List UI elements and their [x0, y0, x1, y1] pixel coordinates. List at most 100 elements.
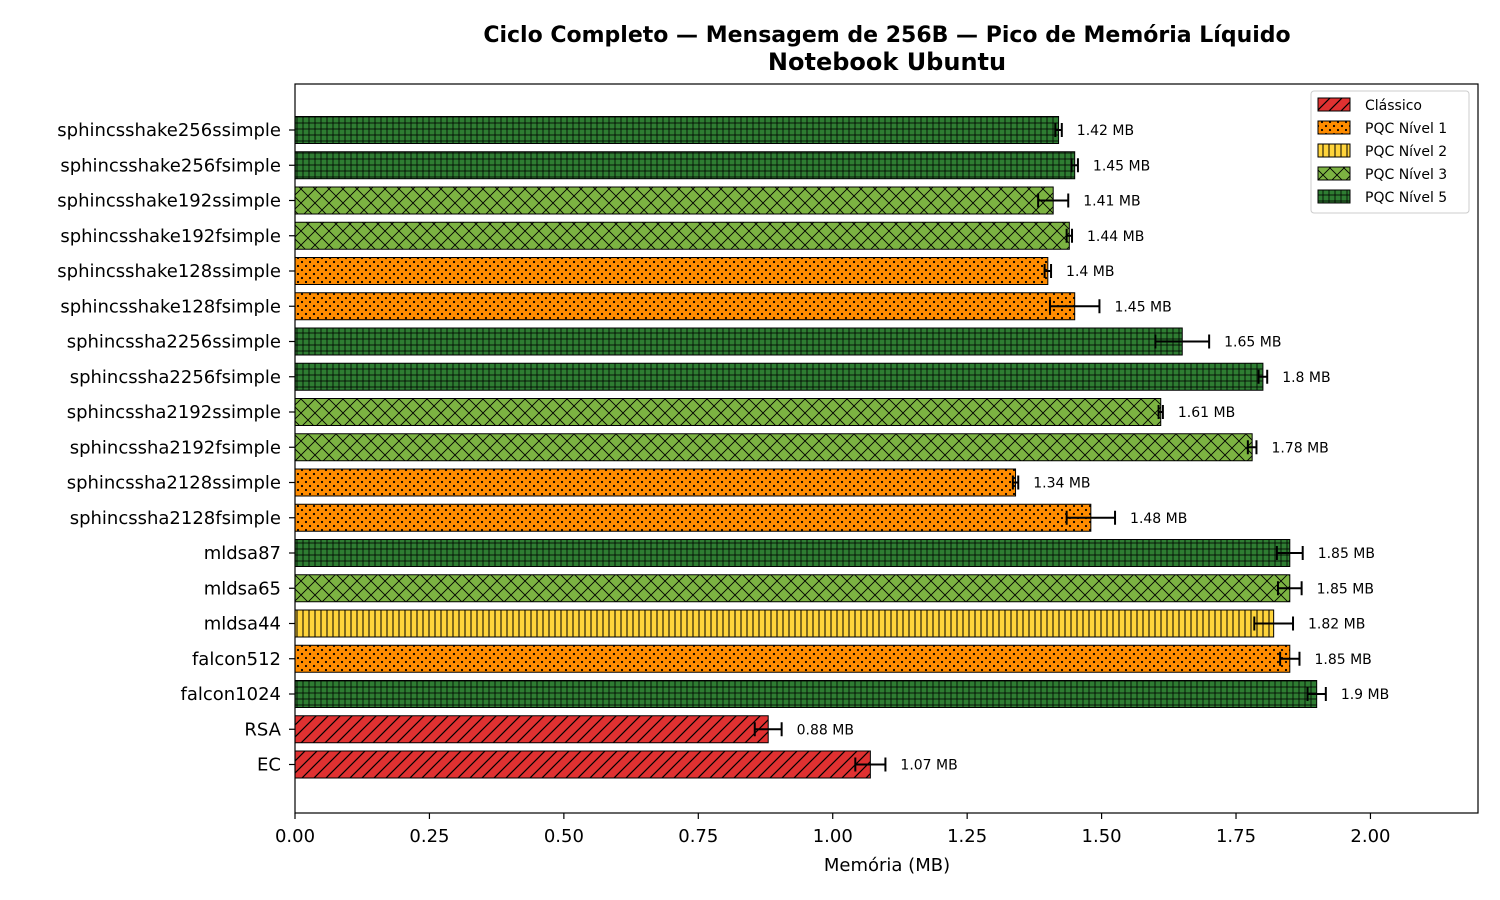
legend-swatch-hatch — [1317, 97, 1351, 112]
bar-hatch — [294, 327, 1183, 356]
error-bar — [1054, 123, 1063, 137]
error-bar — [1011, 475, 1020, 490]
legend-label: PQC Nível 5 — [1365, 190, 1447, 206]
value-label: 1.45 MB — [1114, 299, 1171, 315]
bar-hatch — [294, 292, 1076, 321]
value-label: 1.85 MB — [1314, 652, 1371, 668]
y-tick-label: sphincsshake192ssimple — [57, 191, 281, 212]
plot-frame — [294, 83, 1479, 814]
y-tick-label: sphincsshake128ssimple — [57, 261, 281, 282]
bar-EC: 1.07 MB — [294, 750, 958, 779]
bar-hatch — [294, 644, 1291, 673]
value-label: 1.44 MB — [1087, 229, 1144, 245]
x-tick-label: 1.25 — [947, 826, 987, 847]
bar-hatch — [294, 539, 1291, 567]
x-tick-label: 1.00 — [813, 826, 853, 847]
y-tick-label: sphincssha2192ssimple — [67, 402, 281, 423]
legend-swatch-hatch — [1317, 189, 1351, 204]
error-bar — [1154, 334, 1211, 349]
y-tick-label: mldsa65 — [204, 578, 281, 599]
error-bar — [1276, 581, 1303, 596]
y-tick-label: sphincsshake256ssimple — [57, 120, 281, 141]
error-bar — [1037, 193, 1070, 208]
legend-swatch-hatch — [1317, 120, 1351, 135]
legend-swatch-hatch — [1317, 143, 1351, 158]
bar-hatch — [294, 433, 1253, 462]
value-label: 1.45 MB — [1093, 158, 1150, 174]
legend-label: Clássico — [1365, 98, 1422, 114]
bar-hatch — [294, 574, 1291, 603]
y-tick-label: falcon1024 — [181, 684, 282, 705]
value-label: 1.42 MB — [1077, 123, 1134, 139]
bar-hatch — [294, 221, 1070, 250]
bar-mldsa44: 1.82 MB — [294, 609, 1365, 638]
x-tick-label: 1.75 — [1216, 826, 1256, 847]
value-label: 1.8 MB — [1282, 370, 1330, 386]
bar-mldsa65: 1.85 MB — [294, 574, 1374, 603]
bar-falcon1024: 1.9 MB — [294, 680, 1389, 708]
legend: Clássico PQC Nível 1 PQC Nível 2 PQC Nível … — [1310, 90, 1470, 214]
y-tick-label: sphincsshake256fsimple — [60, 155, 281, 176]
error-bar — [1279, 651, 1301, 666]
value-label: 1.41 MB — [1083, 194, 1140, 210]
error-bar — [854, 757, 887, 772]
error-bar — [1275, 546, 1304, 560]
bar-sphincssha2128fsimple: 1.48 MB — [294, 503, 1187, 532]
bar-hatch — [294, 680, 1318, 708]
value-label: 1.85 MB — [1317, 581, 1374, 597]
value-label: 1.07 MB — [900, 758, 957, 774]
value-label: 1.9 MB — [1341, 687, 1389, 703]
legend-item-n1: PQC Nível 1 — [1317, 120, 1447, 137]
legend-label: PQC Nível 3 — [1365, 167, 1447, 183]
bar-hatch — [294, 151, 1076, 180]
bar-hatch — [294, 362, 1264, 391]
error-bar — [1253, 616, 1295, 631]
y-axis: sphincsshake256ssimple sphincsshake256fsi… — [57, 120, 295, 776]
legend-swatch-hatch — [1317, 166, 1351, 181]
bar-hatch — [294, 398, 1162, 426]
x-tick-label: 0.25 — [409, 826, 449, 847]
error-bar — [1065, 228, 1074, 243]
bar-sphincsshake128ssimple: 1.4 MB — [294, 257, 1114, 285]
y-tick-label: falcon512 — [192, 649, 281, 670]
bar-hatch — [294, 116, 1060, 144]
value-label: 1.61 MB — [1178, 405, 1235, 421]
value-label: 1.65 MB — [1224, 335, 1281, 351]
y-tick-label: sphincssha2192fsimple — [70, 437, 281, 458]
bar-sphincsshake256fsimple: 1.45 MB — [294, 151, 1150, 180]
error-bar — [1257, 369, 1269, 384]
x-tick-label: 1.50 — [1082, 826, 1122, 847]
bar-sphincssha2192fsimple: 1.78 MB — [294, 433, 1329, 462]
y-tick-label: sphincssha2128ssimple — [67, 473, 281, 494]
bar-hatch — [294, 468, 1017, 497]
value-label: 1.34 MB — [1033, 476, 1090, 492]
bar-sphincssha2256fsimple: 1.8 MB — [294, 362, 1331, 391]
error-bar — [1306, 687, 1327, 701]
bar-falcon512: 1.85 MB — [294, 644, 1372, 673]
bar-hatch — [294, 609, 1275, 638]
legend-item-n3: PQC Nível 3 — [1317, 166, 1447, 183]
bar-hatch — [294, 503, 1092, 532]
value-label: 1.4 MB — [1066, 264, 1114, 280]
bars-layer: 1.42 MB 1.45 MB 1.41 MB 1.44 MB 1.4 MB 1.45 M… — [294, 116, 1389, 779]
bar-sphincssha2192ssimple: 1.61 MB — [294, 398, 1235, 426]
x-tick-label: 0.50 — [544, 826, 584, 847]
bar-sphincssha2128ssimple: 1.34 MB — [294, 468, 1091, 497]
legend-item-n5: PQC Nível 5 — [1317, 189, 1447, 206]
value-label: 1.48 MB — [1130, 511, 1187, 527]
bar-sphincsshake256ssimple: 1.42 MB — [294, 116, 1134, 144]
bar-sphincsshake192fsimple: 1.44 MB — [294, 221, 1144, 250]
y-tick-label: sphincssha2128fsimple — [70, 508, 281, 529]
y-tick-label: sphincsshake192fsimple — [60, 226, 281, 247]
legend-item-classico: Clássico — [1317, 97, 1422, 114]
value-label: 0.88 MB — [797, 722, 854, 738]
x-axis-label: Memória (MB) — [824, 855, 950, 876]
chart-subtitle: Notebook Ubuntu — [768, 48, 1006, 76]
y-tick-label: sphincsshake128fsimple — [60, 296, 281, 317]
error-bar — [1043, 264, 1053, 278]
x-tick-label: 2.00 — [1350, 826, 1390, 847]
bar-hatch — [294, 257, 1049, 285]
y-tick-label: mldsa44 — [204, 614, 281, 635]
